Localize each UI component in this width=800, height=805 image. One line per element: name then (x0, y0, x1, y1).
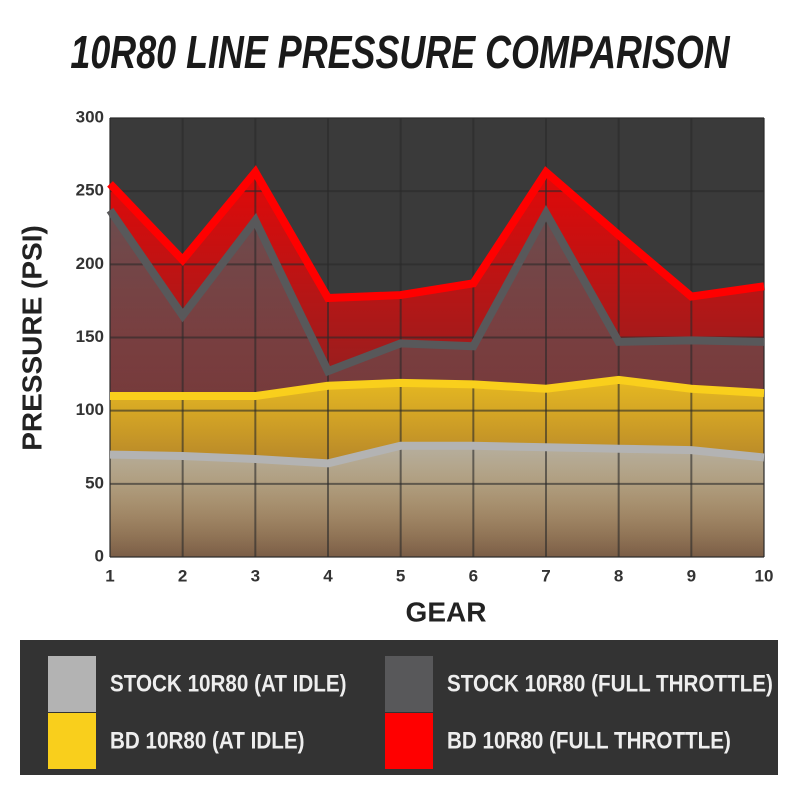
x-tick-label: 4 (323, 566, 333, 585)
series-line (106, 204, 765, 377)
x-tick-label: 7 (541, 566, 550, 585)
y-tick-label: 300 (76, 107, 104, 126)
legend-label: BD 10R80 (FULL THROTTLE) (447, 727, 731, 754)
y-tick-label: 150 (76, 327, 104, 346)
y-tick-label: 50 (85, 473, 104, 492)
x-axis-label: GEAR (406, 596, 487, 627)
area (110, 445, 764, 557)
x-tick-label: 9 (687, 566, 696, 585)
x-tick-label: 6 (469, 566, 478, 585)
legend-swatch (385, 656, 433, 712)
y-tick-label: 200 (76, 254, 104, 273)
x-tick-label: 1 (105, 566, 114, 585)
legend-swatch (385, 713, 433, 769)
legend-swatch (48, 713, 96, 769)
series-line (109, 441, 765, 468)
y-tick-label: 100 (76, 400, 104, 419)
legend-label: STOCK 10R80 (AT IDLE) (110, 670, 347, 697)
x-tick-label: 8 (614, 566, 623, 585)
chart-title: 10R80 LINE PRESSURE COMPARISON (70, 27, 730, 78)
series-line (107, 165, 765, 303)
y-tick-label: 250 (76, 181, 104, 200)
x-tick-label: 3 (251, 566, 260, 585)
x-tick-label: 2 (178, 566, 187, 585)
x-tick-label: 10 (755, 566, 774, 585)
y-axis-label: PRESSURE (PSI) (16, 225, 47, 451)
legend-label: STOCK 10R80 (FULL THROTTLE) (447, 670, 773, 697)
y-tick-label: 0 (95, 546, 104, 565)
x-tick-label: 5 (396, 566, 405, 585)
series-line (110, 375, 765, 401)
legend-label: BD 10R80 (AT IDLE) (110, 727, 305, 754)
legend-swatch (48, 656, 96, 712)
